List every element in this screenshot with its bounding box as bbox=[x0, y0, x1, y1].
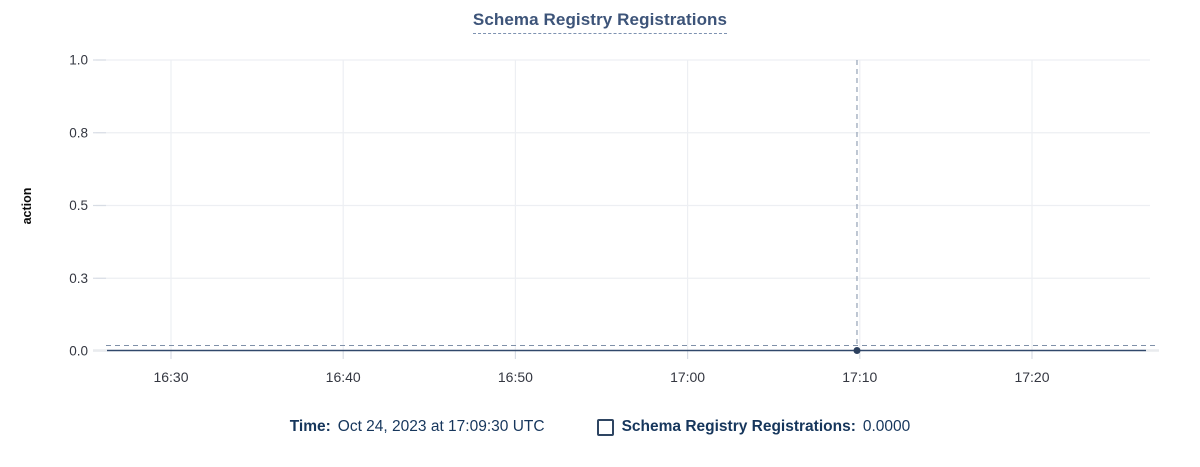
chart-title[interactable]: Schema Registry Registrations bbox=[472, 10, 728, 34]
chart-header: Schema Registry Registrations bbox=[0, 10, 1200, 34]
hovered-point bbox=[853, 347, 861, 354]
x-tick-label: 17:10 bbox=[842, 369, 877, 385]
y-tick-label: 0.5 bbox=[69, 198, 88, 213]
y-tick-label: 1.0 bbox=[69, 53, 88, 68]
y-tick-label: 0.8 bbox=[69, 125, 88, 140]
series-value: 0.0000 bbox=[862, 418, 911, 435]
chart-canvas[interactable]: 0.0 0.3 0.5 0.8 1.0 16:30 16:40 16:50 17:00 17:10… bbox=[0, 40, 1200, 395]
y-tick-label: 0.0 bbox=[69, 344, 88, 359]
time-value: Oct 24, 2023 at 17:09:30 UTC bbox=[337, 418, 545, 435]
x-tick-label: 17:00 bbox=[670, 369, 705, 385]
x-tick-label: 16:40 bbox=[326, 369, 361, 385]
x-tick-label: 17:20 bbox=[1014, 369, 1049, 385]
y-tick-label: 0.3 bbox=[69, 271, 88, 286]
time-label: Time: bbox=[289, 418, 331, 435]
x-tick-label: 16:30 bbox=[153, 369, 188, 385]
series-checkbox-icon[interactable] bbox=[596, 418, 614, 436]
series-label: Schema Registry Registrations: bbox=[621, 418, 856, 435]
y-axis-title: action bbox=[20, 188, 34, 225]
x-tick-label: 16:50 bbox=[498, 369, 533, 385]
tooltip-legend: Time: Oct 24, 2023 at 17:09:30 UTC Schem… bbox=[0, 416, 1200, 438]
